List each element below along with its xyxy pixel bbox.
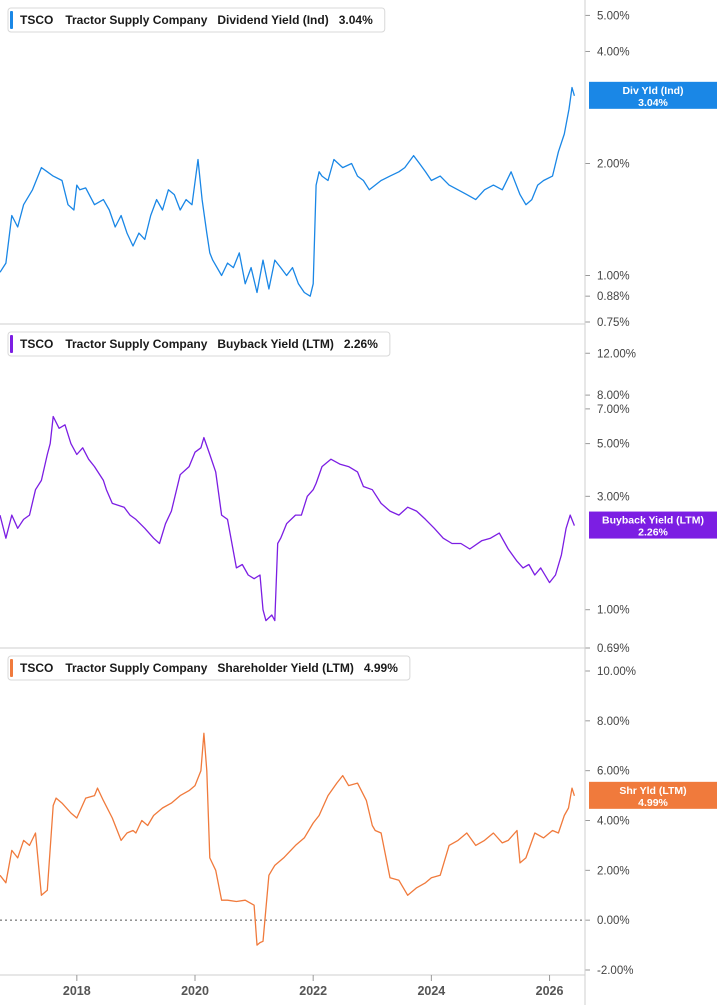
legend-swatch: [10, 335, 13, 353]
series-line-3: [0, 732, 576, 946]
series-line-1: [0, 86, 576, 297]
y-tick-label: 0.88%: [597, 291, 630, 303]
y-tick-label: 0.75%: [597, 317, 630, 329]
tag-label: Buyback Yield (LTM): [602, 515, 704, 527]
x-tick-label: 2024: [417, 984, 445, 998]
y-tick-label: 3.00%: [597, 491, 630, 503]
legend-box: [7, 331, 391, 357]
y-tick-label: 1.00%: [597, 605, 630, 617]
current-value-tag: Div Yld (Ind)3.04%: [589, 81, 717, 109]
panel-2: 12.00% 8.00% 7.00% 5.00% 3.00% 1.00% 0.69% Buyb…: [0, 331, 717, 655]
y-tick-label: 8.00%: [597, 390, 630, 402]
legend-metric: Shareholder Yield (LTM): [217, 661, 353, 675]
y-tick-label: 8.00%: [597, 716, 630, 728]
y-tick-label: 4.00%: [597, 816, 630, 828]
x-axis: 2018 2020 2022 2024 2026: [0, 974, 585, 998]
series-line-2: [0, 415, 576, 622]
legend-ticker: TSCO: [20, 13, 53, 27]
x-tick-label: 2026: [536, 984, 564, 998]
tag-background: [589, 781, 717, 809]
legend-swatch: [10, 11, 13, 29]
tag-label: Shr Yld (LTM): [619, 785, 686, 797]
panel-3: 10.00% 8.00% 6.00% 4.00% 2.00% 0.00% -2.00% Shr…: [0, 655, 717, 977]
current-value-tag: Shr Yld (LTM)4.99%: [589, 781, 717, 809]
panel-1: 5.00% 4.00% 2.00% 1.00% 0.88% 0.75% Div Yld (I…: [0, 7, 717, 329]
current-value-tag: Buyback Yield (LTM)2.26%: [589, 511, 717, 539]
y-tick-label: -2.00%: [597, 965, 633, 977]
legend-company: Tractor Supply Company: [65, 337, 207, 351]
tag-background: [589, 511, 717, 539]
legend-company: Tractor Supply Company: [65, 661, 207, 675]
y-tick-label: 5.00%: [597, 439, 630, 451]
legend-ticker: TSCO: [20, 661, 53, 675]
legend-metric: Dividend Yield (Ind): [217, 13, 328, 27]
legend-company: Tractor Supply Company: [65, 13, 207, 27]
y-tick-label: 7.00%: [597, 404, 630, 416]
y-tick-label: 0.69%: [597, 643, 630, 655]
y-tick-label: 0.00%: [597, 915, 630, 927]
y-tick-label: 6.00%: [597, 766, 630, 778]
y-tick-label: 10.00%: [597, 666, 636, 678]
y-tick-label: 5.00%: [597, 10, 630, 22]
y-tick-label: 4.00%: [597, 46, 630, 58]
tag-value: 4.99%: [638, 797, 668, 809]
legend-metric: Buyback Yield (LTM): [217, 337, 333, 351]
x-tick-label: 2020: [181, 984, 209, 998]
legend: TSCO Tractor Supply Company Shareholder Yi…: [7, 655, 411, 681]
legend: TSCO Tractor Supply Company Buyback Yield …: [7, 331, 391, 357]
x-tick-label: 2018: [63, 984, 91, 998]
legend: TSCO Tractor Supply Company Dividend Yield…: [7, 7, 386, 33]
legend-box: [7, 7, 386, 33]
y-tick-label: 2.00%: [597, 158, 630, 170]
y-tick-label: 1.00%: [597, 271, 630, 283]
tag-value: 3.04%: [638, 97, 668, 109]
legend-value: 3.04%: [339, 13, 373, 27]
x-tick-label: 2022: [299, 984, 327, 998]
legend-swatch: [10, 659, 13, 677]
tag-value: 2.26%: [638, 527, 668, 539]
legend-value: 2.26%: [344, 337, 378, 351]
y-tick-label: 12.00%: [597, 348, 636, 360]
legend-ticker: TSCO: [20, 337, 53, 351]
tag-label: Div Yld (Ind): [622, 85, 683, 97]
y-tick-label: 2.00%: [597, 865, 630, 877]
tag-background: [589, 81, 717, 109]
legend-value: 4.99%: [364, 661, 398, 675]
legend-box: [7, 655, 411, 681]
